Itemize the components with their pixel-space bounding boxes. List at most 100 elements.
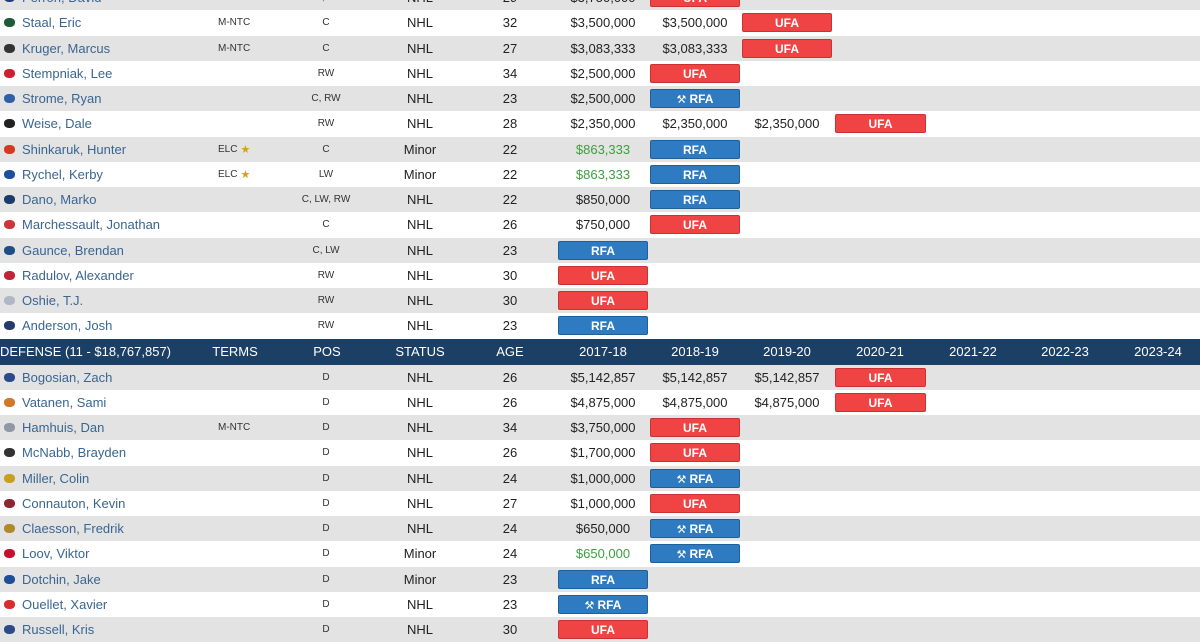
status-cell: NHL — [380, 187, 460, 212]
cap-hit-cell — [742, 491, 832, 516]
ufa-badge[interactable]: UFA — [650, 494, 740, 513]
player-name-link[interactable]: Weise, Dale — [22, 111, 92, 136]
defense-group-title[interactable]: DEFENSE (11 - $18,767,857) — [0, 339, 200, 365]
badge-label: UFA — [683, 497, 707, 511]
season-column-header[interactable]: 2020-21 — [835, 339, 925, 365]
player-name-link[interactable]: Ouellet, Xavier — [22, 592, 107, 617]
season-column-header[interactable]: 2023-24 — [1113, 339, 1200, 365]
ufa-badge[interactable]: UFA — [558, 266, 648, 285]
position-cell: D — [286, 592, 366, 617]
cap-hit-cell: $4,875,000 — [742, 390, 832, 415]
age-cell: 23 — [470, 567, 550, 592]
pos-column-header[interactable]: POS — [297, 339, 357, 365]
player-name-link[interactable]: Hamhuis, Dan — [22, 415, 104, 440]
team-logo-icon — [2, 137, 16, 162]
status-cell: NHL — [380, 491, 460, 516]
cap-hit-cell: $3,750,000 — [558, 415, 648, 440]
team-logo-icon — [2, 390, 16, 415]
team-logo-icon — [2, 440, 16, 465]
trophy-icon: ★ — [240, 162, 250, 187]
position-cell: RW — [286, 61, 366, 86]
team-logo-icon — [2, 10, 16, 35]
player-name-link[interactable]: Radulov, Alexander — [22, 263, 134, 288]
player-name-link[interactable]: Perron, David — [22, 0, 101, 10]
status-cell: Minor — [380, 541, 460, 566]
position-cell: D — [286, 491, 366, 516]
rfa-badge[interactable]: RFA — [650, 190, 740, 209]
player-name-link[interactable]: Kruger, Marcus — [22, 36, 110, 61]
rfa-badge[interactable]: RFA — [650, 140, 740, 159]
rfa-badge[interactable]: ⚒ RFA — [650, 469, 740, 488]
cap-hit-cell — [742, 263, 832, 288]
team-logo-icon — [2, 238, 16, 263]
ufa-badge[interactable]: UFA — [650, 443, 740, 462]
cap-hit-cell — [742, 313, 832, 338]
ufa-badge[interactable]: UFA — [650, 0, 740, 7]
player-name-link[interactable]: Oshie, T.J. — [22, 288, 83, 313]
player-name-link[interactable]: Strome, Ryan — [22, 86, 101, 111]
contract-terms: M-NTC — [218, 415, 250, 440]
ufa-badge[interactable]: UFA — [742, 13, 832, 32]
ufa-badge[interactable]: UFA — [835, 393, 926, 412]
rfa-badge[interactable]: ⚒ RFA — [558, 595, 648, 614]
player-name-link[interactable]: Gaunce, Brendan — [22, 238, 124, 263]
ufa-badge[interactable]: UFA — [650, 418, 740, 437]
status-cell: NHL — [380, 592, 460, 617]
player-name-link[interactable]: Miller, Colin — [22, 466, 89, 491]
age-cell: 22 — [470, 137, 550, 162]
position-cell: C — [286, 10, 366, 35]
position-cell: D — [286, 516, 366, 541]
season-column-header[interactable]: 2022-23 — [1020, 339, 1110, 365]
cap-hit-cell — [650, 263, 740, 288]
team-logo-icon — [2, 415, 16, 440]
terms-label: M-NTC — [218, 36, 250, 61]
rfa-badge[interactable]: ⚒ RFA — [650, 544, 740, 563]
age-cell: 34 — [470, 61, 550, 86]
arbitration-gavel-icon: ⚒ — [585, 600, 598, 612]
rfa-badge[interactable]: RFA — [650, 165, 740, 184]
age-column-header[interactable]: AGE — [480, 339, 540, 365]
player-name-link[interactable]: Rychel, Kerby — [22, 162, 103, 187]
ufa-badge[interactable]: UFA — [558, 291, 648, 310]
season-column-header[interactable]: 2021-22 — [928, 339, 1018, 365]
rfa-badge[interactable]: ⚒ RFA — [650, 89, 740, 108]
status-cell: NHL — [380, 111, 460, 136]
rfa-badge[interactable]: ⚒ RFA — [650, 519, 740, 538]
rfa-badge[interactable]: RFA — [558, 241, 648, 260]
cap-hit-cell — [742, 0, 832, 10]
player-name-link[interactable]: Loov, Viktor — [22, 541, 89, 566]
cap-hit-cell: $5,142,857 — [558, 365, 648, 390]
status-cell: NHL — [380, 0, 460, 10]
rfa-badge[interactable]: RFA — [558, 570, 648, 589]
season-column-header[interactable]: 2018-19 — [650, 339, 740, 365]
player-name-link[interactable]: Marchessault, Jonathan — [22, 212, 160, 237]
team-logo-icon — [2, 187, 16, 212]
player-name-link[interactable]: Anderson, Josh — [22, 313, 112, 338]
ufa-badge[interactable]: UFA — [835, 368, 926, 387]
player-name-link[interactable]: Bogosian, Zach — [22, 365, 112, 390]
status-column-header[interactable]: STATUS — [385, 339, 455, 365]
player-name-link[interactable]: Shinkaruk, Hunter — [22, 137, 126, 162]
ufa-badge[interactable]: UFA — [835, 114, 926, 133]
player-name-link[interactable]: Staal, Eric — [22, 10, 81, 35]
cap-hit-cell: $650,000 — [558, 516, 648, 541]
ufa-badge[interactable]: UFA — [650, 215, 740, 234]
player-name-link[interactable]: Claesson, Fredrik — [22, 516, 124, 541]
player-name-link[interactable]: Dotchin, Jake — [22, 567, 101, 592]
player-name-link[interactable]: McNabb, Brayden — [22, 440, 126, 465]
ufa-badge[interactable]: UFA — [742, 39, 832, 58]
player-name-link[interactable]: Dano, Marko — [22, 187, 96, 212]
season-column-header[interactable]: 2017-18 — [558, 339, 648, 365]
position-cell: C, RW — [286, 86, 366, 111]
player-name-link[interactable]: Stempniak, Lee — [22, 61, 112, 86]
player-name-link[interactable]: Vatanen, Sami — [22, 390, 106, 415]
rfa-badge[interactable]: RFA — [558, 316, 648, 335]
cap-hit-cell: $2,350,000 — [558, 111, 648, 136]
player-name-link[interactable]: Connauton, Kevin — [22, 491, 125, 516]
terms-column-header[interactable]: TERMS — [205, 339, 265, 365]
season-column-header[interactable]: 2019-20 — [742, 339, 832, 365]
ufa-badge[interactable]: UFA — [650, 64, 740, 83]
